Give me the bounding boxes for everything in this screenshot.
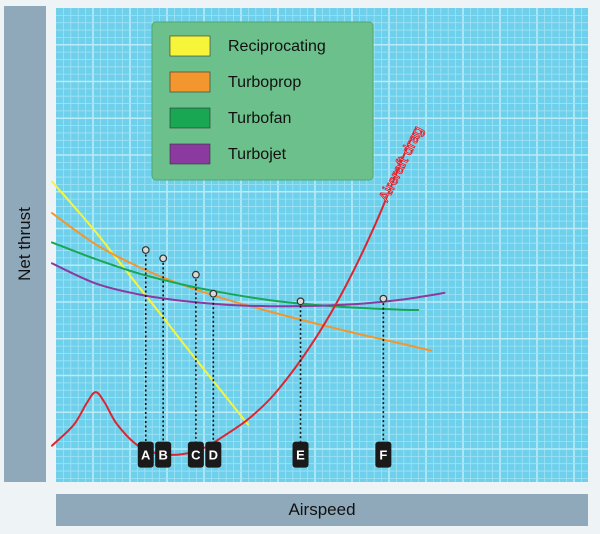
tag-label-a: A xyxy=(141,448,151,463)
series-line-reciprocating xyxy=(51,180,250,426)
y-axis-label: Net thrust xyxy=(15,207,35,281)
legend-swatch-turboprop xyxy=(169,71,211,93)
intersection-point-f xyxy=(379,294,388,303)
tag-label-f: F xyxy=(379,448,387,463)
x-axis-label: Airspeed xyxy=(288,500,356,519)
series-line-turbofan xyxy=(51,241,420,311)
tag-label-d: D xyxy=(209,448,218,463)
tag-box-e xyxy=(292,441,309,468)
legend-label-turbofan: Turbofan xyxy=(228,110,291,127)
tag-label-b: B xyxy=(158,448,167,463)
legend-label-turbojet: Turbojet xyxy=(228,146,287,163)
intersection-point-a xyxy=(141,246,150,254)
tag-label-c: C xyxy=(191,448,201,463)
legend-swatch-turbojet xyxy=(169,143,211,165)
intersection-point-e xyxy=(296,297,305,306)
series-line-aircraft-drag xyxy=(51,131,415,456)
legend: Reciprocating Turboprop Turbofan Turbojet xyxy=(151,21,374,181)
tag-label-e: E xyxy=(296,448,305,463)
legend-label-turboprop: Turboprop xyxy=(228,74,301,91)
legend-swatch-reciprocating xyxy=(169,35,211,57)
series-line-turbojet xyxy=(51,262,446,308)
y-axis-label-bar: Net thrust xyxy=(4,6,46,482)
tag-box-d xyxy=(205,441,222,468)
tag-box-f xyxy=(375,441,392,468)
intersection-point-d xyxy=(209,289,218,298)
legend-box xyxy=(151,21,374,181)
legend-swatch-turbofan xyxy=(169,107,211,129)
x-axis-label-bar: Airspeed xyxy=(56,494,588,526)
intersection-point-c xyxy=(191,270,200,279)
tag-box-a xyxy=(137,441,154,468)
legend-label-reciprocating: Reciprocating xyxy=(228,38,326,55)
tag-box-c xyxy=(187,441,204,468)
intersection-point-b xyxy=(159,254,168,263)
tag-box-b xyxy=(155,441,172,468)
